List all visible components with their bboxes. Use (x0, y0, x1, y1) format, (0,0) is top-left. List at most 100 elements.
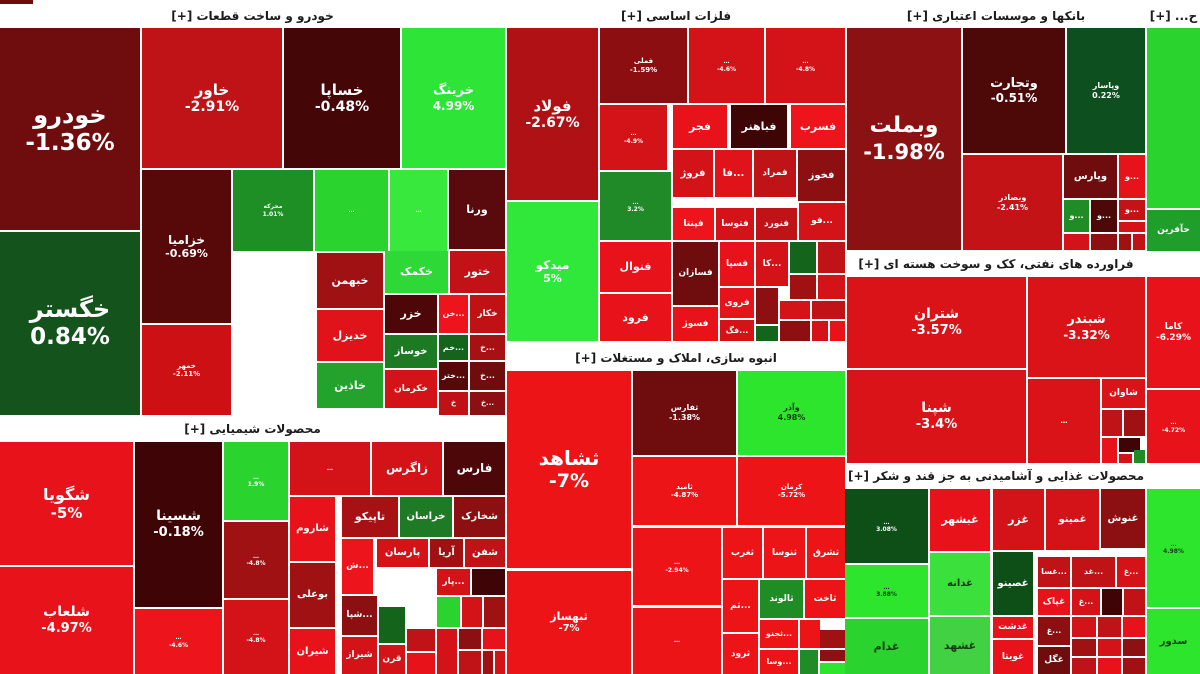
stock-tile[interactable]: فنورد (756, 208, 797, 240)
stock-tile[interactable] (495, 651, 505, 674)
stock-tile[interactable]: … (290, 442, 370, 495)
stock-tile[interactable] (1072, 658, 1096, 674)
stock-tile[interactable]: ...فگ (720, 320, 754, 341)
stock-tile[interactable] (0, 0, 33, 4)
stock-tile[interactable] (818, 242, 845, 273)
stock-tile[interactable]: ...پار (437, 569, 470, 595)
stock-tile[interactable]: ...و (1064, 200, 1089, 232)
stock-tile[interactable]: فسوژ (673, 307, 718, 341)
stock-tile[interactable]: شبندر -3.32% (1028, 277, 1145, 377)
stock-tile[interactable]: وپارس (1064, 155, 1117, 198)
stock-tile[interactable]: … -4.6% (135, 609, 222, 674)
stock-tile[interactable]: غپاک (1038, 589, 1070, 615)
stock-tile[interactable]: شیراز (342, 637, 377, 674)
section-header-metals[interactable]: فلزات اساسی [+] (507, 4, 845, 27)
stock-tile[interactable] (1123, 658, 1145, 674)
stock-tile[interactable]: غدام (845, 619, 928, 674)
stock-tile[interactable] (780, 301, 810, 319)
stock-tile[interactable] (407, 629, 435, 651)
stock-tile[interactable] (818, 275, 845, 299)
stock-tile[interactable]: خ (439, 392, 468, 415)
stock-tile[interactable] (780, 321, 810, 341)
stock-tile[interactable] (1119, 234, 1131, 250)
stock-tile[interactable] (437, 597, 460, 627)
stock-tile[interactable]: آریا (430, 539, 463, 567)
stock-tile[interactable]: ثرود (723, 634, 758, 674)
section-header-real-estate[interactable]: انبوه سازی، املاک و مستغلات [+] (507, 347, 845, 369)
stock-tile[interactable] (812, 321, 828, 341)
stock-tile[interactable]: ثبهساز -7% (507, 571, 631, 674)
stock-tile[interactable] (484, 597, 505, 627)
stock-tile[interactable] (1072, 617, 1096, 637)
stock-tile[interactable] (790, 275, 816, 299)
stock-tile[interactable] (820, 630, 845, 648)
stock-tile[interactable] (1102, 410, 1122, 436)
section-header-right-mid[interactable] (1147, 253, 1200, 275)
stock-tile[interactable] (1123, 639, 1145, 656)
stock-tile[interactable]: … -4.9% (600, 105, 667, 170)
stock-tile[interactable]: … (390, 170, 447, 251)
stock-tile[interactable] (1064, 234, 1089, 250)
stock-tile[interactable] (379, 607, 405, 643)
stock-tile[interactable]: وپاسار 0.22% (1067, 28, 1145, 153)
stock-tile[interactable] (1119, 222, 1145, 232)
stock-tile[interactable]: حآفرین (1147, 210, 1200, 251)
stock-tile[interactable]: قرن (379, 645, 405, 674)
stock-tile[interactable]: ...و (1119, 200, 1145, 220)
stock-tile[interactable]: … 1.9% (224, 442, 288, 520)
stock-tile[interactable]: … -4.72% (1147, 390, 1200, 463)
stock-tile[interactable] (1119, 454, 1132, 463)
stock-tile[interactable]: ...فا (715, 150, 752, 197)
stock-tile[interactable]: خبهمن (317, 253, 383, 308)
stock-tile[interactable]: ثامید -4.87% (633, 457, 736, 525)
stock-tile[interactable] (462, 597, 482, 627)
stock-tile[interactable]: زاگرس (372, 442, 442, 495)
stock-tile[interactable]: خمهر -2.11% (142, 325, 231, 415)
section-header-oil-products[interactable]: فراورده های نفتی، کک و سوخت هسته ای [+] (847, 253, 1145, 275)
stock-tile[interactable] (830, 321, 845, 341)
stock-tile[interactable] (1091, 234, 1117, 250)
stock-tile[interactable] (483, 651, 493, 674)
stock-tile[interactable]: ...ش (342, 539, 373, 594)
stock-tile[interactable]: خکار (470, 295, 505, 333)
stock-tile[interactable] (1072, 639, 1096, 656)
section-header-chemicals[interactable]: محصولات شیمیایی [+] (0, 418, 505, 440)
stock-tile[interactable]: فملی -1.59% (600, 28, 687, 103)
stock-tile[interactable]: فخوز (798, 150, 845, 201)
stock-tile[interactable] (1134, 450, 1145, 463)
stock-tile[interactable]: فباهنر (731, 105, 787, 148)
stock-tile[interactable]: میدکو 5% (507, 202, 598, 341)
stock-tile[interactable]: … 3.88% (845, 565, 928, 617)
stock-tile[interactable]: محرکه 1.01% (233, 170, 313, 251)
stock-tile[interactable]: خودرو -1.36% (0, 28, 140, 230)
stock-tile[interactable] (1098, 658, 1121, 674)
stock-tile[interactable]: ...فو (799, 203, 845, 240)
stock-tile[interactable]: ثاخت (805, 580, 845, 618)
stock-tile[interactable]: … -2.94% (633, 528, 721, 605)
stock-tile[interactable]: شاوان (1102, 379, 1145, 408)
stock-tile[interactable]: ثشرق (807, 528, 845, 578)
stock-tile[interactable] (800, 650, 818, 674)
stock-tile[interactable]: … (633, 608, 721, 674)
stock-tile[interactable]: شتران -3.57% (847, 277, 1026, 368)
stock-tile[interactable]: ثالوند (760, 580, 803, 618)
stock-tile[interactable]: … -4.8% (766, 28, 845, 103)
stock-tile[interactable]: ...شپا (342, 596, 377, 635)
stock-tile[interactable]: خزر (385, 295, 437, 333)
stock-tile[interactable] (472, 569, 505, 595)
stock-tile[interactable] (459, 629, 481, 649)
stock-tile[interactable]: پارسان (377, 539, 428, 567)
stock-tile[interactable]: خگستر 0.84% (0, 232, 140, 415)
section-header-banks[interactable]: بانکها و موسسات اعتباری [+] (847, 4, 1145, 27)
stock-tile[interactable]: کاما -6.29% (1147, 277, 1200, 388)
stock-tile[interactable]: فروی (720, 288, 754, 318)
stock-tile[interactable]: … 3.08% (845, 489, 928, 563)
stock-tile[interactable]: وبصادر -2.41% (963, 155, 1062, 250)
stock-tile[interactable]: بوعلی (290, 563, 335, 627)
stock-tile[interactable]: سدور (1147, 609, 1200, 674)
stock-tile[interactable]: ...ختر (439, 362, 468, 390)
stock-tile[interactable]: فروژ (673, 150, 713, 197)
stock-tile[interactable]: غصینو (993, 552, 1033, 615)
stock-tile[interactable]: شیران (290, 629, 335, 674)
stock-tile[interactable] (1133, 234, 1145, 250)
